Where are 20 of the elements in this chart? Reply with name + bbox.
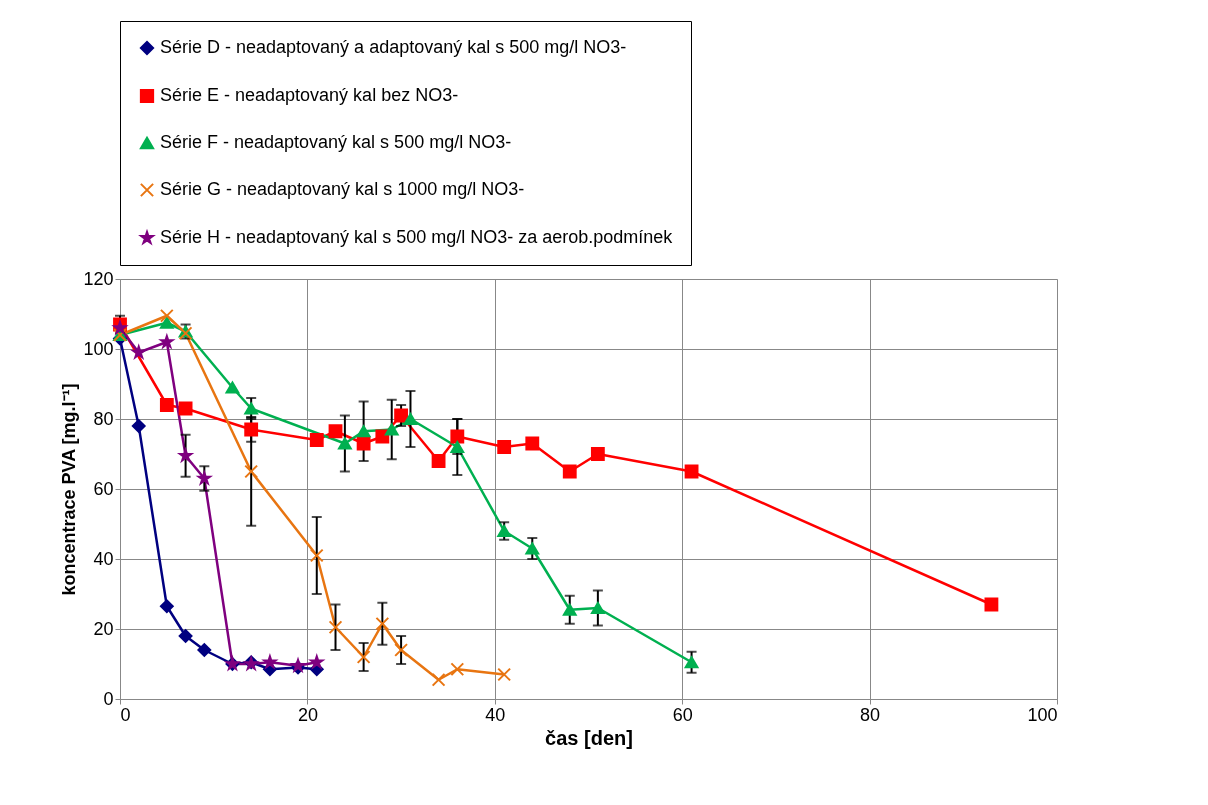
y-tick-label: 0 (103, 688, 114, 709)
legend-label: Série E - neadaptovaný kal bez NO3- (160, 85, 459, 105)
x-tick-label: 0 (120, 704, 131, 725)
legend-label: Série H - neadaptovaný kal s 500 mg/l NO3- za aerob.podmínek (160, 227, 674, 247)
y-tick-label: 20 (93, 618, 114, 639)
legend-label: Série G - neadaptovaný kal s 1000 mg/l NO3- (160, 179, 525, 199)
x-axis-title: čas [den] (545, 726, 633, 749)
y-tick-label: 40 (93, 548, 114, 569)
x-tick-label: 60 (672, 704, 693, 725)
x-tick-label: 40 (485, 704, 506, 725)
x-tick-label: 80 (860, 704, 881, 725)
y-tick-label: 80 (93, 408, 114, 429)
x-tick-label: 20 (297, 704, 318, 725)
y-tick-label: 100 (83, 338, 114, 359)
legend-label: Série D - neadaptovaný a adaptovaný kal s 500 mg/l NO3- (160, 37, 627, 57)
y-axis-title: koncentrace PVA [mg.l⁻¹] (59, 383, 80, 596)
x-tick-label: 100 (1027, 704, 1058, 725)
legend-label: Série F - neadaptovaný kal s 500 mg/l NO3- (160, 132, 512, 152)
y-tick-label: 120 (83, 268, 114, 289)
y-tick-label: 60 (93, 478, 114, 499)
